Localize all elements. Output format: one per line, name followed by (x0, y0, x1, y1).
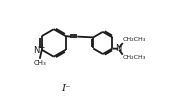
Text: N: N (116, 44, 122, 53)
Text: CH₂CH₃: CH₂CH₃ (123, 55, 146, 60)
Text: CH₃: CH₃ (33, 60, 46, 66)
Text: I⁻: I⁻ (61, 84, 71, 93)
Text: N: N (34, 46, 40, 55)
Text: +: + (38, 43, 45, 52)
Text: CH₂CH₃: CH₂CH₃ (123, 37, 146, 42)
